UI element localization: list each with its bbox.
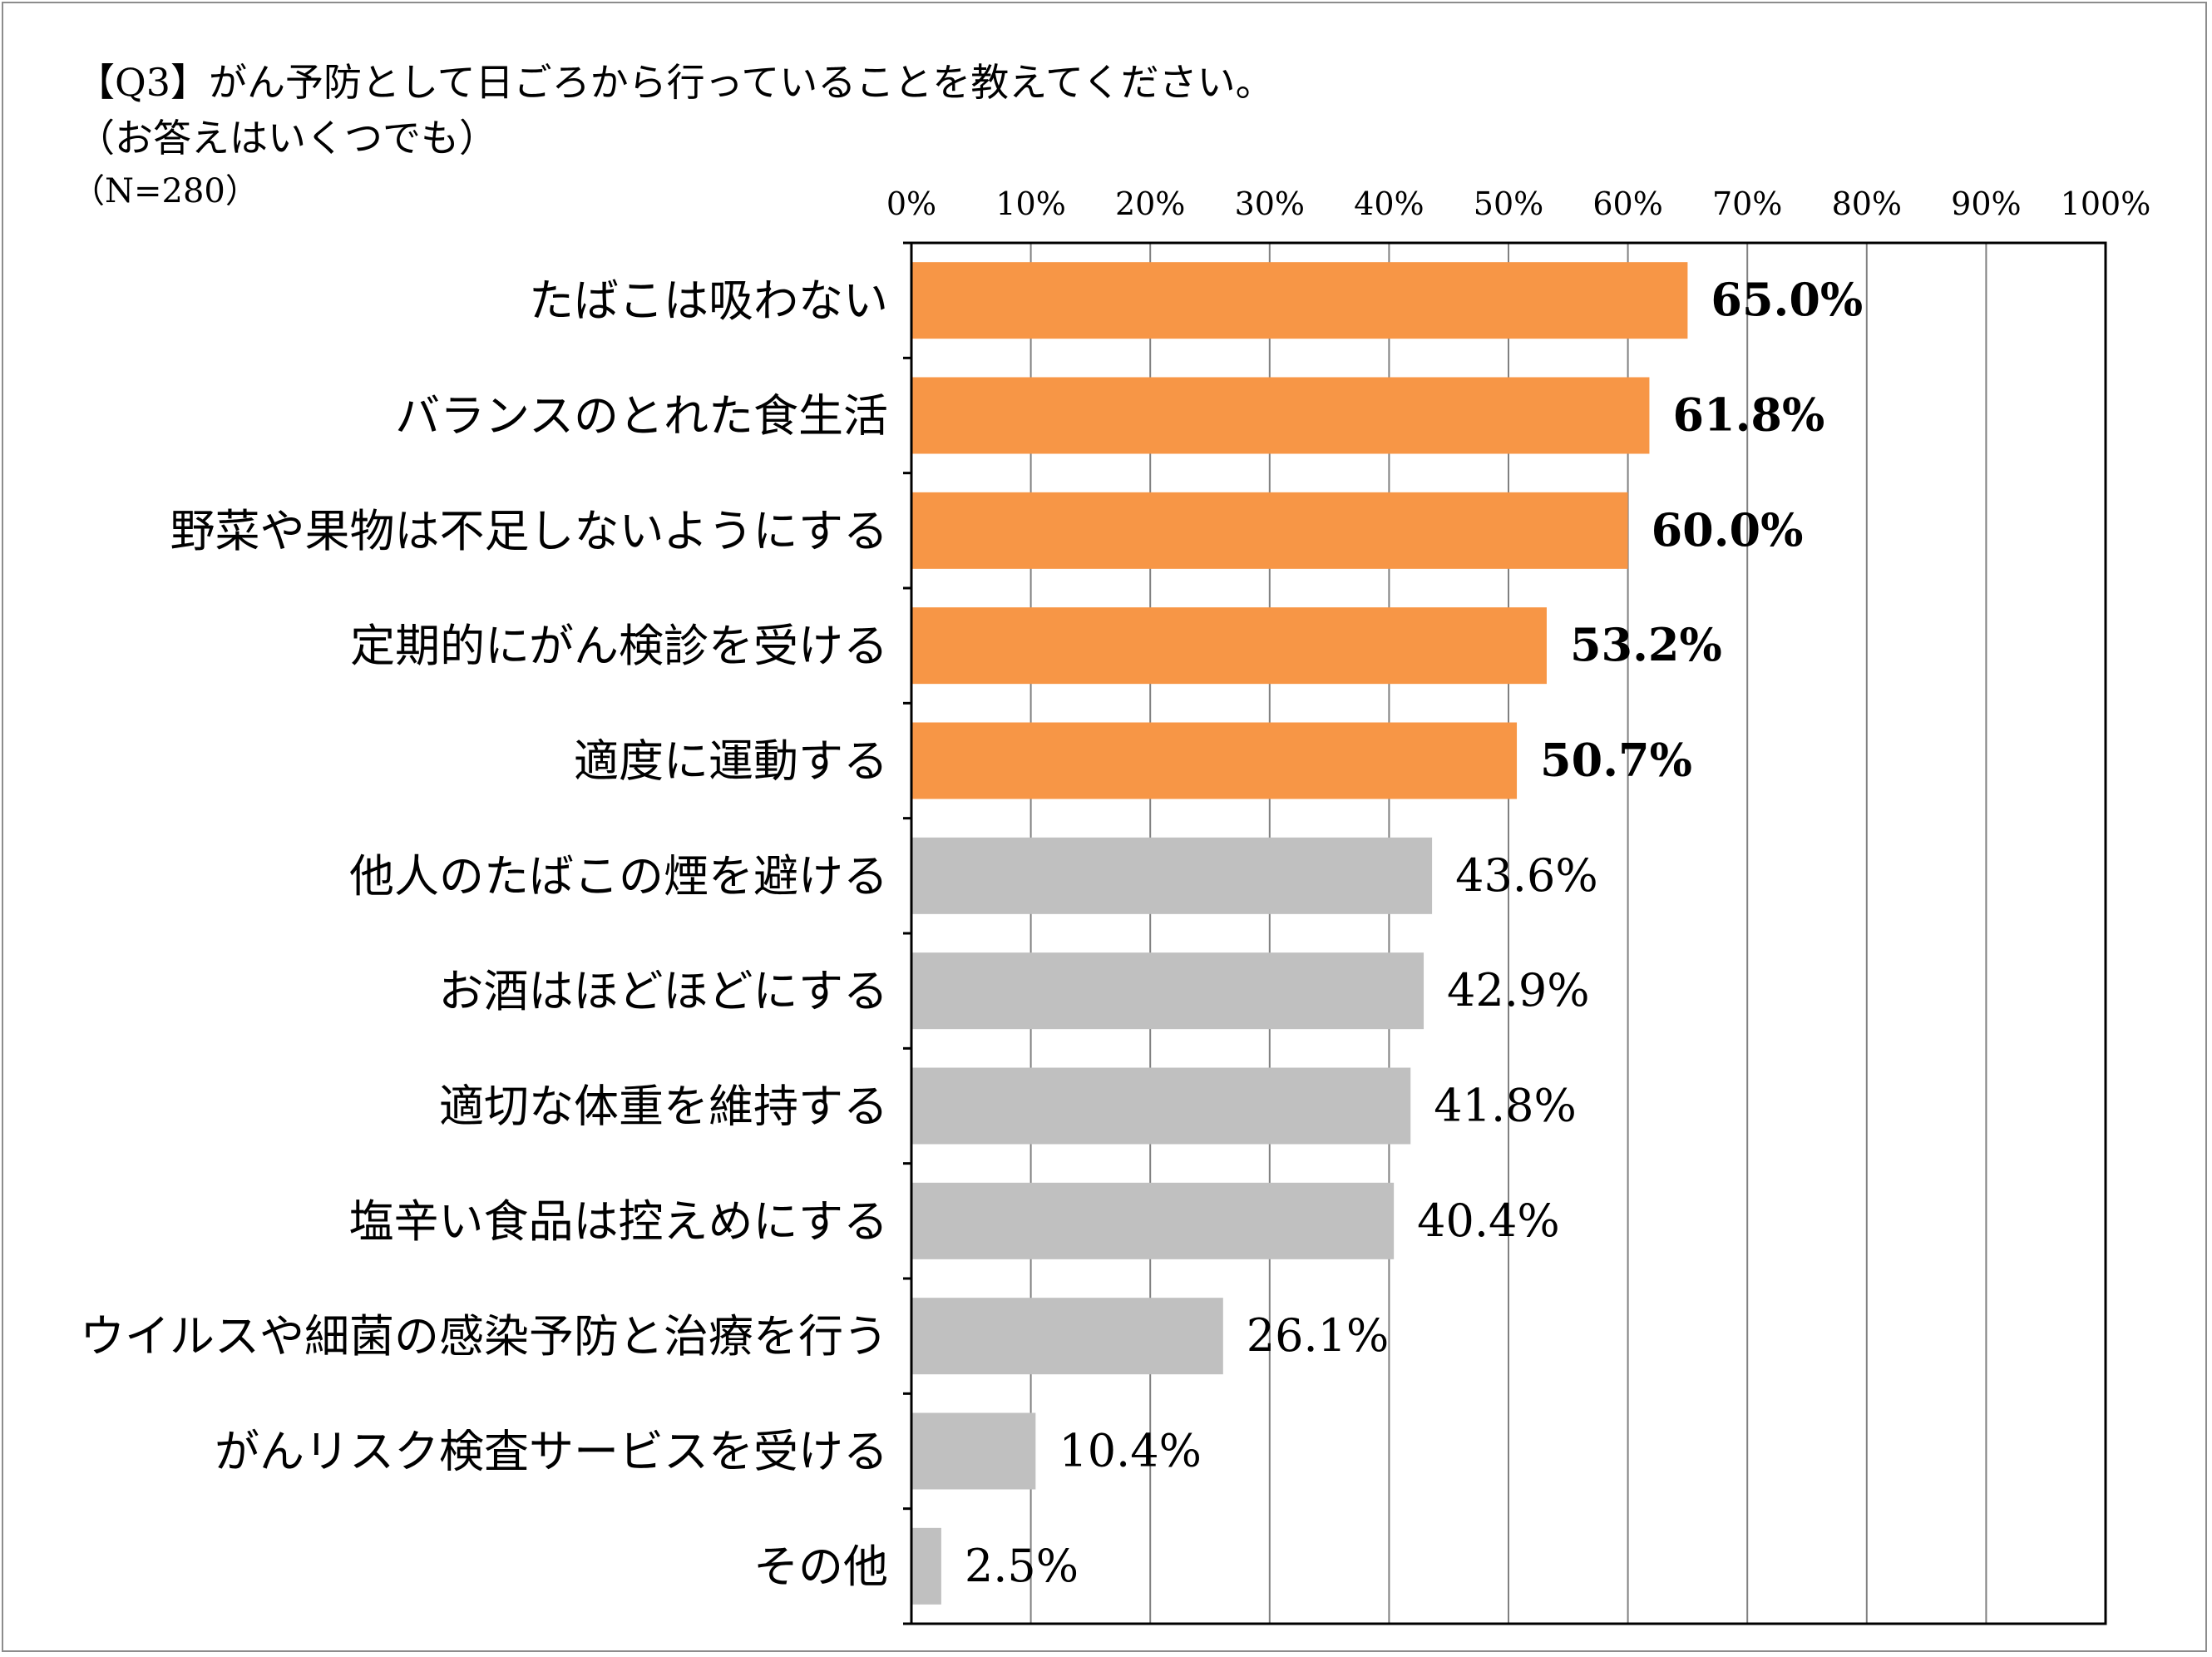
data-label: 42.9% <box>1447 964 1590 1016</box>
bar <box>911 837 1433 914</box>
gridlines <box>1029 243 1987 1624</box>
bar <box>911 607 1547 685</box>
chart-subtitle: （お答えはいくつでも） <box>77 116 497 161</box>
data-label: 50.7% <box>1540 734 1692 787</box>
x-tick-labels: 0% 10% 20% 30% 40% 50% 60% 70% 80% 90% 100% <box>886 185 2150 222</box>
chart-title: 【Q3】がん予防として日ごろから行っていることを教えてください。 <box>77 60 1274 105</box>
x-tick-label: 60% <box>1592 185 1662 222</box>
data-labels: 65.0% 61.8% 60.0% 53.2% 50.7% 43.6% 42.9% 41.8%… <box>965 273 1863 1592</box>
bar <box>911 262 1688 339</box>
category-label: お酒はほどほどにする <box>438 965 888 1017</box>
data-label: 26.1% <box>1247 1309 1390 1362</box>
x-tick-label: 100% <box>2061 185 2151 222</box>
category-label: 定期的にがん検診を受ける <box>350 620 888 672</box>
bar <box>911 1298 1223 1375</box>
category-label: がんリスク検査サービスを受ける <box>215 1426 888 1478</box>
data-label: 53.2% <box>1570 618 1722 671</box>
bar <box>911 1182 1395 1259</box>
category-label: ウイルスや細菌の感染予防と治療を行う <box>80 1310 888 1363</box>
category-label: バランスのとれた食生活 <box>395 390 888 443</box>
bars <box>911 262 1688 1605</box>
bar <box>911 492 1628 569</box>
x-tick-label: 90% <box>1951 185 2021 222</box>
bar <box>911 1527 941 1605</box>
x-tick-label: 30% <box>1235 185 1305 222</box>
category-label: その他 <box>753 1541 888 1593</box>
data-label: 60.0% <box>1652 503 1804 556</box>
category-label: 適切な体重を維持する <box>439 1081 888 1133</box>
data-label: 65.0% <box>1711 273 1863 326</box>
x-tick-label: 80% <box>1832 185 1902 222</box>
x-tick-label: 0% <box>886 185 936 222</box>
x-tick-label: 40% <box>1354 185 1424 222</box>
data-label: 10.4% <box>1059 1425 1202 1477</box>
data-label: 61.8% <box>1672 388 1824 442</box>
bar <box>911 1412 1036 1490</box>
axes <box>903 241 2107 1625</box>
category-label: 適度に運動する <box>574 735 888 788</box>
bar <box>911 1067 1411 1145</box>
x-tick-label: 50% <box>1474 185 1543 222</box>
bar <box>911 952 1424 1030</box>
data-label: 40.4% <box>1417 1195 1560 1247</box>
category-label: 野菜や果物は不足しないようにする <box>170 505 888 557</box>
bar <box>911 722 1518 799</box>
sample-size: （N=280） <box>72 172 259 210</box>
category-label: 他人のたばこの煙を避ける <box>349 850 888 903</box>
x-tick-label: 70% <box>1712 185 1782 222</box>
category-labels: たばこは吸わないバランスのとれた食生活野菜や果物は不足しないようにする定期的にが… <box>80 275 888 1593</box>
data-label: 2.5% <box>965 1540 1079 1592</box>
bar <box>911 377 1650 454</box>
data-label: 41.8% <box>1434 1080 1577 1132</box>
x-tick-label: 10% <box>995 185 1065 222</box>
data-label: 43.6% <box>1455 849 1598 902</box>
category-label: 塩辛い食品は控えめにする <box>348 1195 888 1248</box>
x-tick-label: 20% <box>1115 185 1185 222</box>
category-label: たばこは吸わない <box>529 275 888 327</box>
